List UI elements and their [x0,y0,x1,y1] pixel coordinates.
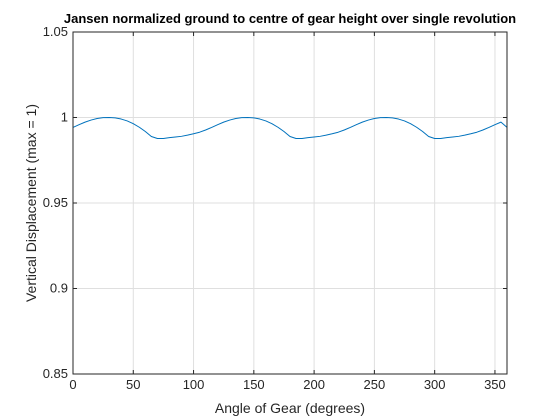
chart-title: Jansen normalized ground to centre of ge… [64,11,516,26]
x-tick-label: 350 [484,377,506,392]
data-series [72,117,508,140]
axes [72,31,508,375]
x-axis-label: Angle of Gear (degrees) [215,400,365,416]
y-tick-label: 0.95 [43,195,68,210]
x-tick-label: 150 [243,377,265,392]
y-axis-label: Vertical Displacement (max = 1) [23,104,39,302]
x-tick-label: 100 [183,377,205,392]
x-tick-label: 50 [126,377,140,392]
y-tick-label: 0.9 [50,281,68,296]
tick-labels: 0 50 100 150 200 250 300 350 0.85 0.9 0.95 1 1.05 [43,24,506,392]
x-tick-label: 0 [69,377,76,392]
x-tick-label: 250 [364,377,386,392]
x-tick-label: 200 [303,377,325,392]
y-tick-label: 1.05 [43,24,68,39]
x-tick-label: 300 [424,377,446,392]
y-tick-label: 1 [61,110,68,125]
series-line-1 [72,117,508,140]
y-tick-label: 0.85 [43,366,68,381]
